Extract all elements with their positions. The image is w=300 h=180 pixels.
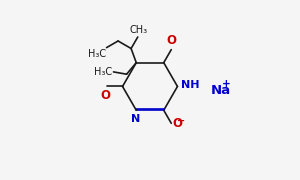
Text: +: + [222,79,231,89]
Text: N: N [131,114,140,124]
Text: Na: Na [211,84,231,96]
Text: CH₃: CH₃ [129,25,147,35]
Text: O: O [167,35,177,48]
Text: H₃C: H₃C [88,49,106,58]
Text: O: O [100,89,110,102]
Text: −: − [177,116,185,126]
Text: H₃C: H₃C [94,67,112,77]
Text: O: O [172,117,182,130]
Text: NH: NH [181,80,200,90]
